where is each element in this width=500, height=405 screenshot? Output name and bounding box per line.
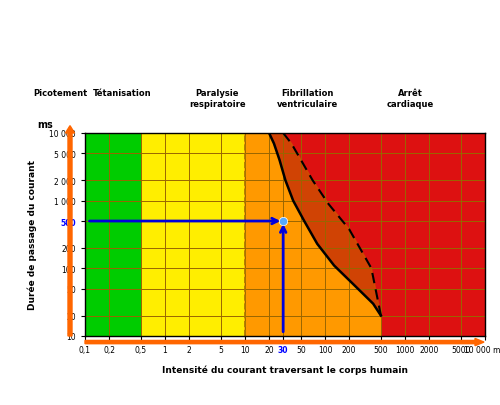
Text: Intensité du courant traversant le corps humain: Intensité du courant traversant le corps…	[162, 364, 408, 374]
Text: Tétanisation: Tétanisation	[93, 89, 152, 98]
Text: Picotement: Picotement	[33, 89, 87, 98]
Text: Durée de passage du courant: Durée de passage du courant	[28, 160, 38, 310]
Polygon shape	[245, 134, 381, 336]
Polygon shape	[269, 134, 381, 316]
Text: Arrêt
cardiaque: Arrêt cardiaque	[386, 89, 434, 109]
Text: ms: ms	[37, 119, 53, 130]
Bar	[85, 134, 141, 336]
Bar	[245, 134, 485, 336]
Text: Fibrillation
ventriculaire: Fibrillation ventriculaire	[277, 89, 338, 109]
Bar	[141, 134, 245, 336]
Text: Paralysie
respiratoire: Paralysie respiratoire	[189, 89, 246, 109]
